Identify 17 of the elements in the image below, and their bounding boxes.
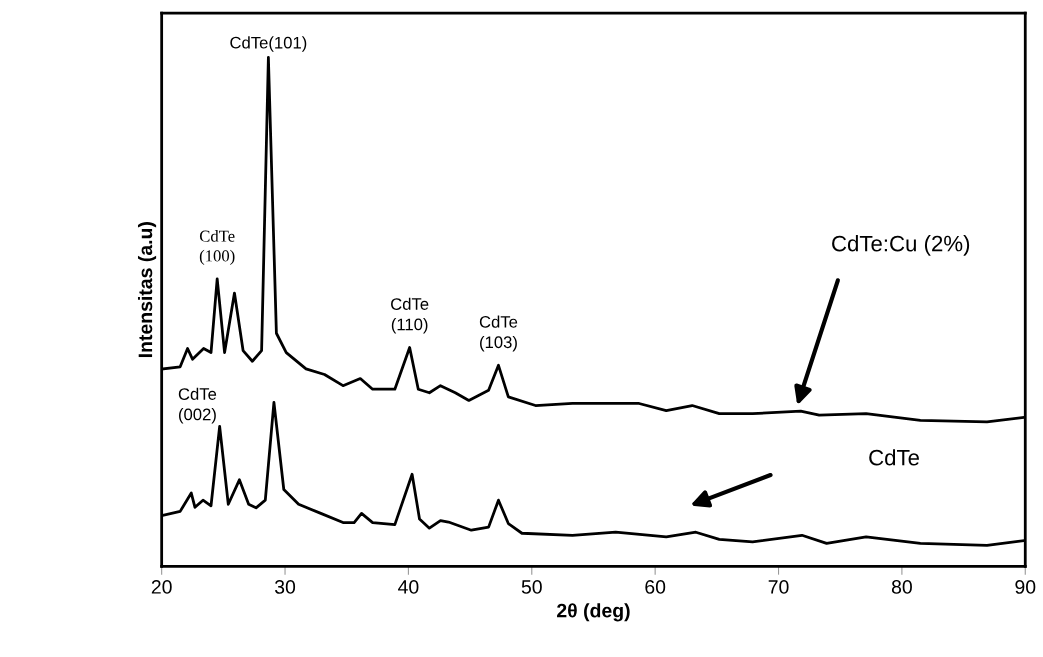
x-tick-label: 20	[151, 580, 172, 594]
annotation: CdTe(101)	[230, 36, 307, 52]
x-tick-label: 60	[645, 580, 666, 594]
annotation: CdTe	[869, 449, 919, 466]
annotation: CdTe (103)	[479, 315, 518, 352]
x-tick-label: 50	[521, 580, 542, 594]
x-tick-label: 30	[274, 580, 296, 594]
annotation: CdTe:Cu (2%)	[832, 235, 970, 256]
annotation: CdTe (100)	[199, 230, 235, 265]
y-axis-title: Intensitas (a.u)	[137, 222, 157, 358]
x-axis-title: 2θ (deg)	[557, 603, 630, 622]
x-tick-label: 90	[1015, 580, 1036, 594]
annotation: CdTe (110)	[391, 297, 429, 334]
x-tick-label: 40	[398, 580, 419, 594]
x-tick-label: 80	[891, 580, 912, 594]
x-tick-label: 70	[768, 580, 789, 594]
annotation: CdTe (002)	[178, 387, 217, 424]
